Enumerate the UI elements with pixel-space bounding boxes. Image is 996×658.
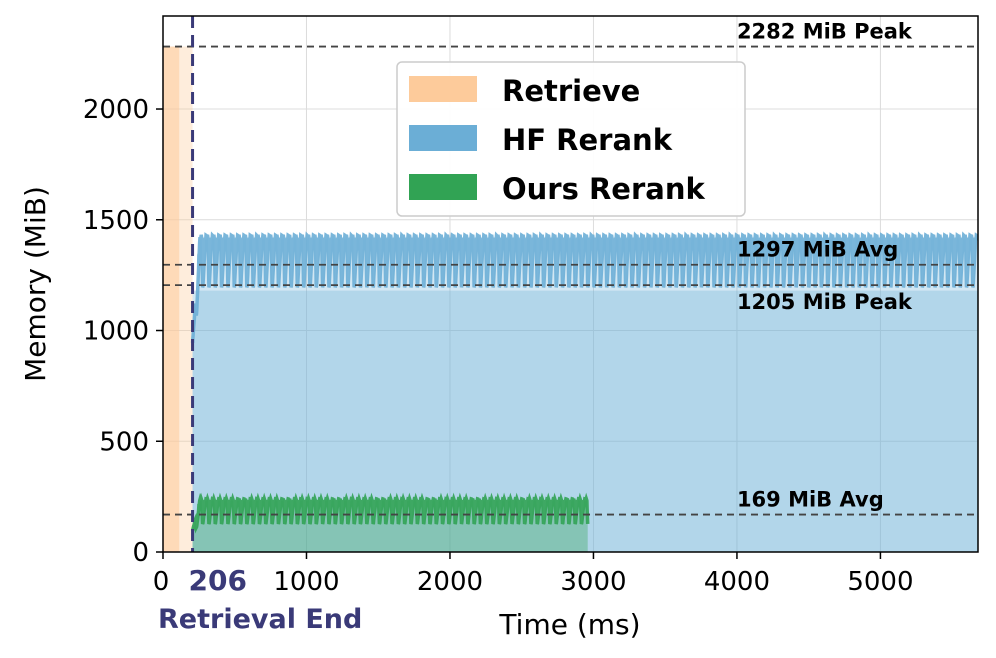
y-axis-ticks: 0 500 1000 1500 2000 <box>83 95 163 568</box>
reference-lines: 2282 MiB Peak 1297 MiB Avg 1205 MiB Peak 16… <box>163 20 978 516</box>
retrieval-end-caption: Retrieval End <box>158 604 362 635</box>
legend-label: Retrieve <box>502 74 640 108</box>
legend: Retrieve HF Rerank Ours Rerank <box>396 61 746 217</box>
x-tick-label: 3000 <box>560 567 626 597</box>
x-axis-ticks: 0 1000 2000 3000 4000 5000 <box>153 552 914 597</box>
y-tick-label: 1500 <box>83 206 149 236</box>
y-axis-label: Memory (MiB) <box>19 186 52 382</box>
plot-area <box>163 46 978 552</box>
reference-label: 2282 MiB Peak <box>737 20 913 44</box>
reference-label: 1205 MiB Peak <box>737 290 913 314</box>
reference-label: 1297 MiB Avg <box>737 238 898 262</box>
x-tick-label: 0 <box>153 567 170 597</box>
legend-label: HF Rerank <box>502 123 673 157</box>
y-tick-label: 2000 <box>83 95 149 125</box>
series-line-ours-rerank <box>190 492 590 534</box>
series-area-hf-rerank <box>192 234 978 552</box>
x-tick-label: 5000 <box>847 567 913 597</box>
legend-swatch <box>409 174 477 200</box>
legend-label: Ours Rerank <box>502 172 705 206</box>
x-tick-label: 1000 <box>273 567 339 597</box>
legend-swatch <box>409 125 477 151</box>
retrieval-end-value: 206 <box>189 564 247 597</box>
series-line-hf-rerank <box>190 231 978 343</box>
legend-box <box>396 61 746 217</box>
y-tick-label: 1000 <box>83 317 149 347</box>
legend-swatch <box>409 76 477 102</box>
plot-frame <box>162 15 979 553</box>
reference-label: 169 MiB Avg <box>737 488 884 512</box>
retrieve-region-peak <box>163 46 180 552</box>
x-tick-label: 4000 <box>704 567 770 597</box>
x-axis-label: Time (ms) <box>498 608 640 641</box>
x-tick-label: 2000 <box>417 567 483 597</box>
y-tick-label: 0 <box>132 538 149 568</box>
retrieval-end-marker: 206 Retrieval End <box>158 16 362 635</box>
y-tick-label: 500 <box>99 427 149 457</box>
